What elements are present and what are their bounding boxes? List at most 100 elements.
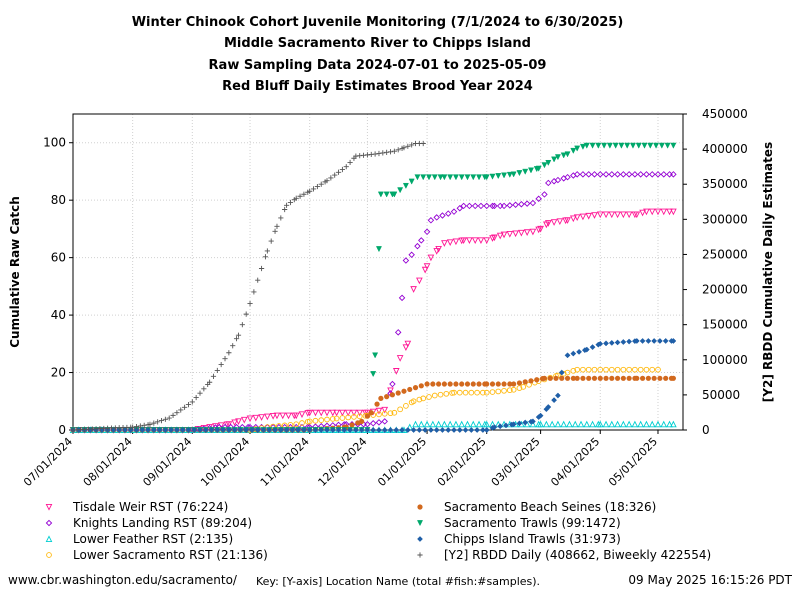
data-point — [512, 230, 519, 238]
data-point — [537, 225, 544, 233]
legend-marker — [45, 519, 53, 527]
data-point — [516, 380, 523, 386]
data-point — [541, 162, 548, 169]
data-point — [458, 420, 466, 428]
data-point — [439, 212, 446, 219]
data-point — [370, 427, 377, 433]
data-point — [541, 191, 548, 198]
data-point — [359, 418, 365, 424]
data-point — [297, 193, 303, 199]
data-point — [185, 402, 192, 408]
legend-item: Sacramento Trawls (99:1472) — [416, 516, 621, 530]
data-point — [402, 344, 410, 352]
data-point — [269, 412, 277, 420]
x-tick-label: 10/01/2024 — [198, 435, 252, 489]
data-point — [503, 422, 509, 429]
data-point — [387, 149, 394, 155]
data-point — [295, 427, 302, 433]
data-point — [399, 427, 406, 433]
y-tick-label: 40 — [51, 308, 66, 322]
data-point — [339, 166, 346, 173]
data-point — [345, 414, 352, 421]
data-point — [425, 174, 432, 181]
data-point — [529, 199, 537, 207]
y2-axis-label: [Y2] RBDD Cumulative Daily Estimates — [761, 142, 775, 402]
data-point — [364, 413, 371, 419]
data-point — [545, 404, 552, 410]
data-point — [312, 417, 319, 424]
data-point — [356, 413, 363, 420]
data-point — [614, 171, 621, 178]
data-point — [375, 246, 382, 253]
data-point — [573, 214, 581, 222]
data-point — [470, 174, 477, 181]
data-point — [225, 421, 233, 428]
data-point — [283, 202, 290, 208]
data-point — [558, 369, 565, 376]
y2-tick-label: 0 — [702, 423, 710, 437]
data-point — [318, 181, 324, 187]
data-point — [197, 427, 203, 433]
chart-title: Winter Chinook Cohort Juvenile Monitorin… — [131, 15, 624, 30]
data-point — [570, 147, 577, 154]
y2-tick-label: 250000 — [702, 247, 748, 261]
data-point — [464, 420, 471, 428]
data-point — [139, 427, 146, 433]
data-point — [495, 381, 501, 387]
data-point — [384, 149, 390, 155]
data-point — [416, 277, 423, 285]
data-point — [625, 211, 633, 219]
data-point — [423, 420, 431, 428]
data-point — [553, 375, 559, 381]
data-point — [182, 404, 188, 410]
data-point — [591, 375, 598, 381]
y-axis-label: Cumulative Raw Catch — [8, 196, 22, 348]
legend-label: Sacramento Beach Seines (18:326) — [444, 500, 656, 514]
data-point — [447, 174, 454, 181]
data-point — [141, 422, 147, 428]
data-point — [418, 383, 424, 389]
data-point — [407, 386, 413, 393]
data-point — [564, 217, 571, 224]
data-point — [437, 174, 444, 181]
data-point — [347, 159, 353, 166]
data-point — [328, 175, 334, 181]
data-point — [317, 409, 325, 417]
legend-label: Sacramento Trawls (99:1472) — [444, 516, 621, 530]
data-point — [130, 424, 136, 430]
data-point — [214, 367, 220, 374]
chart-subtitle-estimates: Red Bluff Daily Estimates Brood Year 202… — [222, 79, 533, 94]
data-point — [376, 411, 382, 418]
data-point — [439, 427, 446, 433]
data-point — [306, 409, 314, 417]
data-point — [329, 416, 336, 422]
data-point — [343, 164, 349, 170]
data-point — [639, 209, 646, 217]
data-point — [595, 142, 602, 149]
data-point — [570, 350, 577, 357]
data-point — [162, 416, 168, 422]
data-point — [403, 403, 409, 409]
data-point — [433, 214, 440, 221]
data-point — [391, 409, 398, 416]
data-point — [550, 219, 558, 226]
data-point — [420, 174, 427, 181]
data-point — [210, 373, 217, 379]
data-point — [299, 420, 305, 426]
data-point — [358, 427, 365, 433]
data-point — [292, 412, 300, 420]
data-point — [497, 423, 504, 430]
data-point — [387, 387, 394, 395]
data-point — [145, 427, 152, 433]
data-point — [620, 339, 627, 345]
data-point — [666, 420, 673, 428]
data-point — [310, 186, 317, 192]
data-point — [648, 420, 656, 428]
data-point — [510, 171, 517, 178]
data-point — [264, 248, 270, 254]
data-point — [506, 202, 514, 209]
data-point — [507, 381, 513, 387]
data-point — [401, 145, 407, 151]
data-point — [452, 238, 460, 246]
data-point — [240, 416, 248, 424]
